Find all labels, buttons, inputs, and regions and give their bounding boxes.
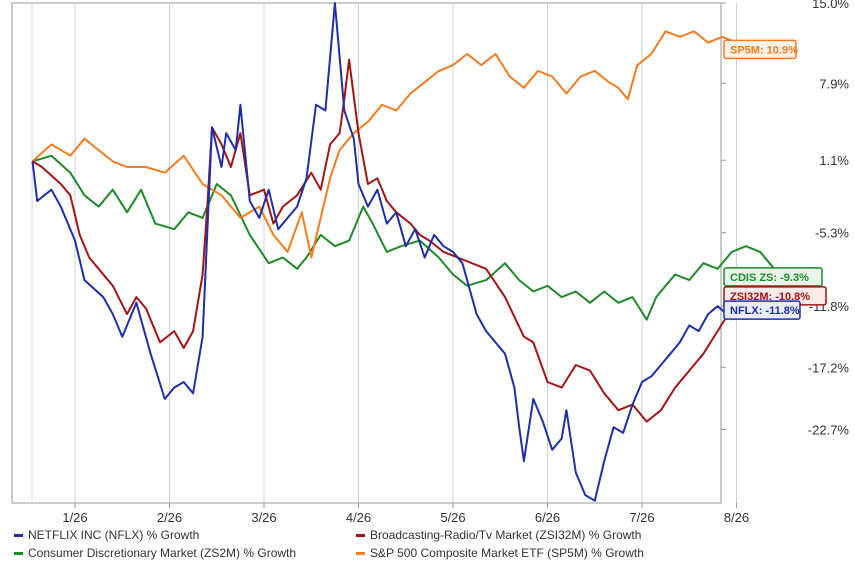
line-chart: 1/26 2/26 3/26 4/26 5/26 6/26 7/26 8/26 15.0% 7.…: [11, 0, 849, 524]
end-label-box-sp5m: [723, 39, 797, 60]
x-tick-label: 1/26: [62, 510, 87, 524]
x-tick-label: 2/26: [157, 510, 182, 524]
grid-lines: [31, 3, 737, 503]
x-tick-label: 8/26: [724, 510, 749, 524]
series-line-nflx: [31, 2, 789, 502]
y-tick-label: 7.9%: [819, 76, 849, 91]
series-lines: [31, 2, 790, 502]
x-tick-label: 4/26: [346, 510, 371, 524]
x-axis: 1/26 2/26 3/26 4/26 5/26 6/26 7/26 8/26: [62, 503, 749, 524]
x-tick-label: 3/26: [251, 510, 276, 524]
legend: NETFLIX INC (NFLX) % Growth Broadcasting…: [0, 524, 855, 567]
x-tick-label: 6/26: [535, 510, 560, 524]
y-tick-label: -5.3%: [815, 226, 849, 241]
legend-label-zs2m: Consumer Discretionary Market (ZS2M) % G…: [28, 546, 297, 560]
legend-swatch-zsi32m: [356, 533, 365, 537]
legend-label-nflx: NETFLIX INC (NFLX) % Growth: [28, 528, 200, 542]
legend-swatch-zs2m: [14, 551, 23, 555]
end-label-zs2m: CDIS ZS: -9.3%: [730, 272, 809, 284]
y-tick-label: -22.7%: [808, 422, 850, 437]
series-line-sp5m: [31, 30, 789, 259]
end-label-zsi32m: ZSI32M: -10.8%: [730, 291, 810, 303]
legend-item-zsi32m: Broadcasting-Radio/Tv Market (ZSI32M) % …: [356, 528, 641, 542]
x-tick-label: 5/26: [440, 510, 465, 524]
end-label-sp5m: SP5M: 10.9%: [730, 44, 798, 56]
y-tick-label: 1.1%: [819, 153, 849, 168]
plot-frame: [11, 2, 722, 504]
y-axis: 15.0%7.9%1.1%-5.3%-11.8%-17.2%-22.7%: [721, 0, 849, 437]
y-tick-label: -17.2%: [808, 360, 850, 375]
x-tick-label: 7/26: [629, 510, 654, 524]
legend-swatch-nflx: [14, 533, 23, 537]
end-labels: SP5M: 10.9% CDIS ZS: -9.3% ZSI32M: -10.8% N…: [723, 39, 827, 320]
legend-item-nflx: NETFLIX INC (NFLX) % Growth: [14, 528, 199, 542]
y-tick-label: 15.0%: [812, 0, 849, 11]
legend-label-zsi32m: Broadcasting-Radio/Tv Market (ZSI32M) % …: [370, 528, 642, 542]
legend-item-zs2m: Consumer Discretionary Market (ZS2M) % G…: [14, 546, 296, 560]
legend-swatch-sp5m: [356, 551, 365, 555]
legend-item-sp5m: S&P 500 Composite Market ETF (SP5M) % Gr…: [356, 546, 644, 560]
legend-label-sp5m: S&P 500 Composite Market ETF (SP5M) % Gr…: [370, 546, 644, 560]
end-label-box-zs2m: [723, 267, 823, 287]
end-label-box-nflx: [723, 300, 801, 320]
end-label-nflx: NFLX: -11.8%: [730, 305, 800, 317]
series-line-zsi32m: [31, 58, 789, 423]
